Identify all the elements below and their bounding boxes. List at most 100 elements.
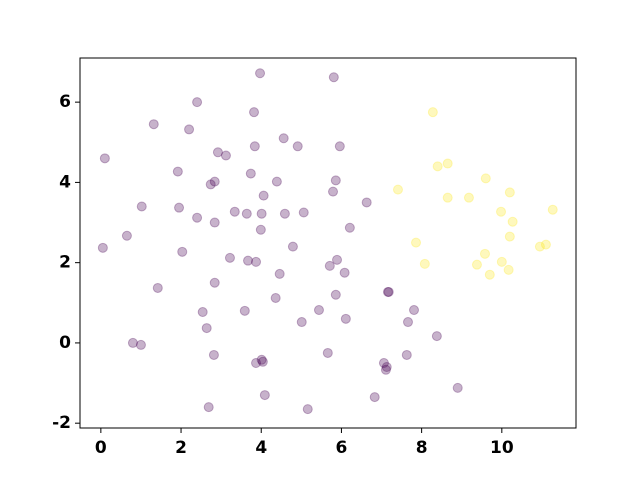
point xyxy=(452,382,463,393)
point xyxy=(243,255,254,266)
point xyxy=(279,208,290,219)
point xyxy=(328,72,339,83)
point xyxy=(369,392,380,403)
point xyxy=(251,357,262,368)
point xyxy=(224,252,235,263)
y-tick-label: 0 xyxy=(59,333,71,353)
point xyxy=(203,402,214,413)
point xyxy=(503,264,514,275)
point xyxy=(127,337,138,348)
point xyxy=(419,258,430,269)
point xyxy=(339,267,350,278)
point xyxy=(496,206,507,217)
y-tick-label: 2 xyxy=(59,253,71,273)
point xyxy=(534,241,545,252)
point xyxy=(504,187,515,198)
point xyxy=(259,390,270,401)
point xyxy=(479,248,490,259)
point xyxy=(97,242,108,253)
point xyxy=(256,354,267,365)
point xyxy=(382,286,393,297)
point xyxy=(392,184,403,195)
point xyxy=(344,222,355,233)
point xyxy=(409,305,420,316)
point xyxy=(361,197,372,208)
point xyxy=(270,292,281,303)
x-tick-label: 4 xyxy=(255,438,267,458)
point xyxy=(192,212,203,223)
point xyxy=(330,289,341,300)
point xyxy=(271,176,282,187)
point xyxy=(121,230,132,241)
point xyxy=(328,186,339,197)
point xyxy=(197,307,208,318)
point xyxy=(484,269,495,280)
point xyxy=(241,208,252,219)
point xyxy=(432,161,443,172)
point xyxy=(380,364,391,375)
point xyxy=(324,260,335,271)
point xyxy=(504,231,515,242)
point xyxy=(208,349,219,360)
point xyxy=(334,141,345,152)
point xyxy=(258,190,269,201)
point xyxy=(257,356,268,367)
point xyxy=(540,239,551,250)
point xyxy=(152,282,163,293)
point xyxy=(463,192,474,203)
point xyxy=(322,347,333,358)
point xyxy=(209,217,220,228)
y-tick-label: 6 xyxy=(59,92,71,112)
point xyxy=(332,254,343,265)
y-tick-label: 4 xyxy=(59,172,71,192)
point xyxy=(172,166,183,177)
point xyxy=(177,246,188,257)
point xyxy=(205,179,216,190)
point xyxy=(251,256,262,267)
point xyxy=(381,362,392,373)
point xyxy=(427,107,438,118)
point xyxy=(313,305,324,316)
plot-frame xyxy=(79,57,577,429)
point xyxy=(378,357,389,368)
point xyxy=(148,119,159,130)
point xyxy=(480,173,491,184)
point xyxy=(401,349,412,360)
point xyxy=(212,147,223,158)
point xyxy=(292,141,303,152)
point xyxy=(209,176,220,187)
point xyxy=(136,201,147,212)
point xyxy=(245,168,256,179)
point xyxy=(135,339,146,350)
point xyxy=(340,313,351,324)
point xyxy=(201,323,212,334)
point xyxy=(402,317,413,328)
point xyxy=(255,224,266,235)
point xyxy=(255,68,266,79)
y-tick-label: -2 xyxy=(52,413,71,433)
point xyxy=(296,317,307,328)
point xyxy=(496,256,507,267)
point xyxy=(274,268,285,279)
x-tick-label: 8 xyxy=(416,438,428,458)
point xyxy=(547,204,558,215)
point xyxy=(431,331,442,342)
point xyxy=(287,241,298,252)
x-tick-label: 0 xyxy=(95,438,107,458)
point xyxy=(249,107,260,118)
point xyxy=(184,124,195,135)
point xyxy=(383,286,394,297)
point xyxy=(99,153,110,164)
point xyxy=(302,404,313,415)
point xyxy=(471,259,482,270)
point xyxy=(298,207,309,218)
point xyxy=(174,202,185,213)
point xyxy=(442,158,453,169)
point xyxy=(220,150,231,161)
point xyxy=(411,237,422,248)
point xyxy=(209,277,220,288)
point xyxy=(249,141,260,152)
x-tick-label: 6 xyxy=(336,438,348,458)
point xyxy=(278,133,289,144)
